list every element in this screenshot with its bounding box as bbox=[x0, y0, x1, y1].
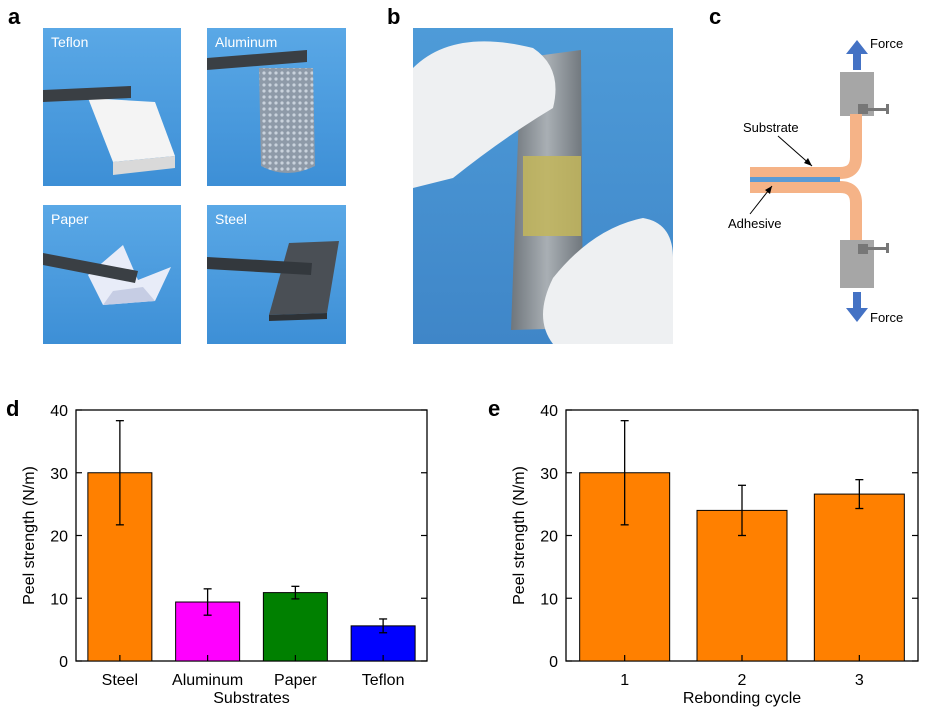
panel-label-d: d bbox=[6, 396, 20, 421]
chart-e: 0 10 20 30 40 1 2 3 Rebonding cycle Peel strength… bbox=[511, 403, 919, 707]
top-screw bbox=[868, 108, 886, 111]
panel-label-e: e bbox=[488, 396, 501, 421]
aluminum-photo-image bbox=[207, 28, 346, 186]
teflon-photo: Teflon bbox=[43, 28, 181, 186]
y-tick-label: 30 bbox=[50, 466, 68, 483]
x-tick-label: Aluminum bbox=[172, 672, 243, 689]
panel-label-a: a bbox=[8, 4, 21, 29]
y-tick-label: 10 bbox=[50, 591, 68, 608]
substrate-label: Substrate bbox=[743, 120, 799, 135]
y-tick-label: 40 bbox=[540, 403, 558, 420]
y-tick-label: 0 bbox=[549, 654, 558, 671]
teflon-caption: Teflon bbox=[51, 34, 89, 50]
steel-photo: Steel bbox=[207, 205, 346, 344]
x-tick-label: Steel bbox=[102, 672, 138, 689]
bar-paper bbox=[262, 592, 328, 662]
x-axis-label: Substrates bbox=[213, 690, 289, 707]
substrate-upper bbox=[750, 114, 862, 179]
adhesive-layer bbox=[750, 177, 840, 182]
y-axis-label: Peel strength (N/m) bbox=[21, 466, 38, 605]
force-bottom-label: Force bbox=[870, 310, 903, 325]
panel-label-b: b bbox=[387, 4, 401, 29]
steel-caption: Steel bbox=[215, 211, 247, 227]
panel-label-c: c bbox=[709, 4, 722, 29]
aluminum-photo: Aluminum bbox=[207, 28, 346, 186]
x-tick-label: Paper bbox=[274, 672, 317, 689]
y-axis-label: Peel strength (N/m) bbox=[511, 466, 528, 605]
chart-d: 0 10 20 30 40 Steel Aluminum Paper Teflon Substra… bbox=[21, 403, 428, 707]
force-up-arrow bbox=[846, 40, 868, 70]
bottom-screw bbox=[868, 247, 886, 250]
paper-caption: Paper bbox=[51, 211, 89, 227]
teflon-photo-image bbox=[43, 28, 181, 186]
paper-photo-image bbox=[43, 205, 181, 344]
paper-photo: Paper bbox=[43, 205, 181, 344]
x-axis-label: Rebonding cycle bbox=[683, 690, 801, 707]
force-top-label: Force bbox=[870, 36, 903, 51]
y-tick-label: 20 bbox=[540, 529, 558, 546]
x-tick-label: Teflon bbox=[362, 672, 405, 689]
peel-test-photo-image bbox=[413, 28, 673, 344]
peel-test-photo bbox=[413, 28, 673, 344]
force-down-arrow bbox=[846, 292, 868, 322]
x-tick-label: 1 bbox=[620, 672, 629, 689]
y-tick-label: 30 bbox=[540, 466, 558, 483]
steel-photo-image bbox=[207, 205, 346, 344]
bar-3 bbox=[813, 493, 905, 662]
adhesive-label: Adhesive bbox=[728, 216, 781, 231]
y-tick-label: 20 bbox=[50, 529, 68, 546]
x-tick-label: 3 bbox=[855, 672, 864, 689]
y-tick-label: 40 bbox=[50, 403, 68, 420]
aluminum-caption: Aluminum bbox=[215, 34, 278, 50]
y-tick-label: 10 bbox=[540, 591, 558, 608]
substrate-lower bbox=[750, 181, 862, 246]
peel-diagram: Force Force Substrate Adhesive bbox=[728, 36, 903, 325]
x-tick-label: 2 bbox=[738, 672, 747, 689]
y-tick-label: 0 bbox=[59, 654, 68, 671]
